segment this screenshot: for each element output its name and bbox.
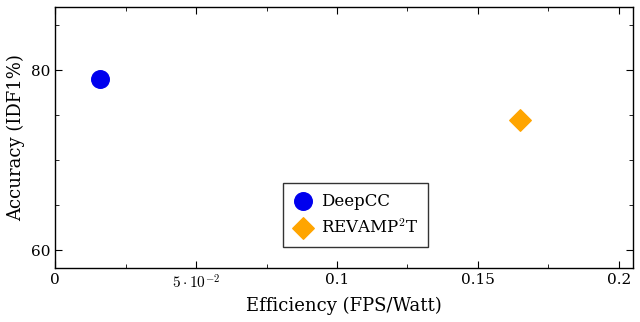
Legend: DeepCC, REVAMP$^2$T: DeepCC, REVAMP$^2$T bbox=[283, 183, 429, 247]
DeepCC bbox=[95, 76, 106, 81]
Y-axis label: Accuracy (IDF1%): Accuracy (IDF1%) bbox=[7, 54, 25, 221]
REVAMP$^2$T bbox=[515, 117, 525, 122]
X-axis label: Efficiency (FPS/Watt): Efficiency (FPS/Watt) bbox=[246, 297, 442, 315]
